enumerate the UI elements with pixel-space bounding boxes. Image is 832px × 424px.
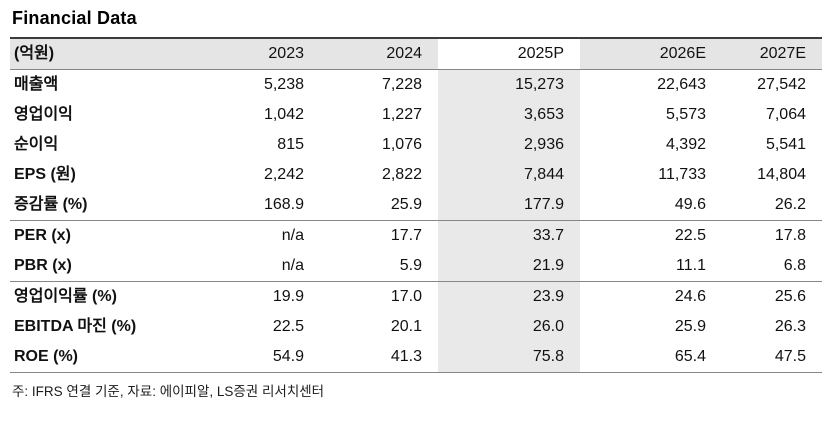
cell: 26.2 xyxy=(722,190,822,221)
col-header-2023: 2023 xyxy=(220,38,320,70)
cell-highlight: 26.0 xyxy=(438,312,580,342)
row-label-roe: ROE (%) xyxy=(10,342,220,373)
row-label-ebitda-margin: EBITDA 마진 (%) xyxy=(14,318,137,335)
cell-highlight: 33.7 xyxy=(438,220,580,251)
row-label-operating-margin: 영업이익률 (%) xyxy=(14,288,117,305)
cell: 49.6 xyxy=(580,190,722,221)
cell-highlight: 3,653 xyxy=(438,100,580,130)
table-row: 영업이익 1,042 1,227 3,653 5,573 7,064 xyxy=(10,100,822,130)
table-row: 순이익 815 1,076 2,936 4,392 5,541 xyxy=(10,130,822,160)
table-row: 매출액 5,238 7,228 15,273 22,643 27,542 xyxy=(10,69,822,100)
row-label-operating-profit: 영업이익 xyxy=(14,106,73,123)
cell: 17.8 xyxy=(774,227,806,244)
row-label-per: PER (x) xyxy=(14,227,71,244)
cell: 14,804 xyxy=(757,166,806,183)
cell: 168.9 xyxy=(220,190,320,221)
table-row: ROE (%) 54.9 41.3 75.8 65.4 47.5 xyxy=(10,342,822,373)
row-label-eps: EPS (원) xyxy=(14,166,76,183)
source-footnote: 주: IFRS 연결 기준, 자료: 에이피알, LS증권 리서치센터 xyxy=(12,384,325,399)
financial-table: (억원) 2023 2024 2025P 2026E 2027E 매출액 5,2… xyxy=(10,37,822,373)
cell: 19.9 xyxy=(272,288,304,305)
header-row: (억원) 2023 2024 2025P 2026E 2027E xyxy=(10,38,822,70)
cell: 7,228 xyxy=(381,76,422,93)
cell-highlight: 2,936 xyxy=(438,130,580,160)
cell: 24.6 xyxy=(674,288,706,305)
cell: 17.0 xyxy=(390,288,422,305)
cell: n/a xyxy=(220,251,320,282)
cell: 26.3 xyxy=(774,318,806,335)
cell: 2,822 xyxy=(381,166,422,183)
row-label-net-profit: 순이익 xyxy=(14,136,59,153)
cell-highlight: 15,273 xyxy=(438,69,580,100)
cell: 5,573 xyxy=(665,106,706,123)
cell-highlight: 7,844 xyxy=(438,160,580,190)
cell: 65.4 xyxy=(580,342,722,373)
row-label-pbr: PBR (x) xyxy=(10,251,220,282)
cell: 25.9 xyxy=(674,318,706,335)
cell: 27,542 xyxy=(757,76,806,93)
cell: 25.9 xyxy=(320,190,438,221)
cell: 11,733 xyxy=(658,166,706,183)
cell-highlight: 177.9 xyxy=(438,190,580,221)
table-row: PER (x) n/a 17.7 33.7 22.5 17.8 xyxy=(10,220,822,251)
col-header-2025p: 2025P xyxy=(438,38,580,70)
table-row: EBITDA 마진 (%) 22.5 20.1 26.0 25.9 26.3 xyxy=(10,312,822,342)
table-row: EPS (원) 2,242 2,822 7,844 11,733 14,804 xyxy=(10,160,822,190)
row-label-growth-rate: 증감률 (%) xyxy=(10,190,220,221)
cell: 2,242 xyxy=(263,166,304,183)
cell: 815 xyxy=(277,136,304,153)
page-title: Financial Data xyxy=(12,8,137,28)
cell: 1,227 xyxy=(381,106,422,123)
cell: 5,238 xyxy=(263,76,304,93)
cell: 25.6 xyxy=(774,288,806,305)
cell: 4,392 xyxy=(665,136,706,153)
cell: 1,076 xyxy=(381,136,422,153)
cell: 1,042 xyxy=(263,106,304,123)
col-header-2027e: 2027E xyxy=(722,38,822,70)
col-header-2024: 2024 xyxy=(320,38,438,70)
cell: 6.8 xyxy=(722,251,822,282)
cell-highlight: 75.8 xyxy=(438,342,580,373)
table-row: 증감률 (%) 168.9 25.9 177.9 49.6 26.2 xyxy=(10,190,822,221)
unit-label: (억원) xyxy=(10,38,220,70)
table-row: PBR (x) n/a 5.9 21.9 11.1 6.8 xyxy=(10,251,822,282)
cell: 22.5 xyxy=(272,318,304,335)
cell: 22.5 xyxy=(674,227,706,244)
cell: 11.1 xyxy=(580,251,722,282)
cell: 41.3 xyxy=(320,342,438,373)
table-row: 영업이익률 (%) 19.9 17.0 23.9 24.6 25.6 xyxy=(10,281,822,312)
cell: 54.9 xyxy=(220,342,320,373)
cell: 47.5 xyxy=(722,342,822,373)
col-header-2026e: 2026E xyxy=(580,38,722,70)
cell: 5.9 xyxy=(320,251,438,282)
row-label-revenue: 매출액 xyxy=(14,76,59,93)
cell: 17.7 xyxy=(390,227,422,244)
cell: n/a xyxy=(281,227,304,244)
cell: 20.1 xyxy=(390,318,422,335)
cell-highlight: 23.9 xyxy=(438,281,580,312)
cell: 22,643 xyxy=(657,76,706,93)
cell: 7,064 xyxy=(765,106,806,123)
cell-highlight: 21.9 xyxy=(438,251,580,282)
cell: 5,541 xyxy=(765,136,806,153)
